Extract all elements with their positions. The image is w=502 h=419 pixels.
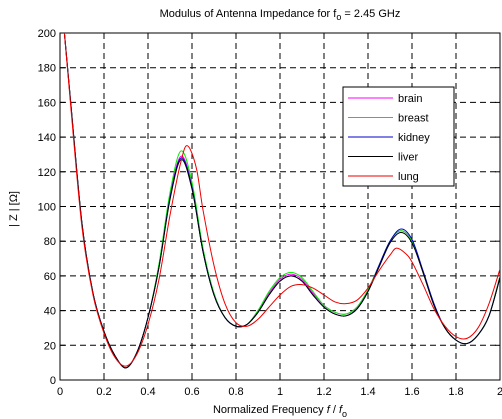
series-lines xyxy=(63,33,500,369)
legend-label-lung: lung xyxy=(398,171,419,183)
legend-label-kidney: kidney xyxy=(398,132,430,144)
axis-ticks: 0 0.2 0.4 0.6 0.8 1 1.2 1.4 1.6 1.8 20204060801001… xyxy=(38,28,502,398)
y-tick-label: 0 xyxy=(50,375,56,387)
y-tick-label: 20 xyxy=(44,340,56,352)
series-line-liver xyxy=(63,33,500,369)
x-tick-label: 1 xyxy=(277,386,283,398)
legend-label-brain: brain xyxy=(398,93,422,105)
y-tick-label: 200 xyxy=(38,28,56,40)
y-tick-label: 60 xyxy=(44,271,56,283)
x-tick-label: 0.2 xyxy=(96,386,111,398)
y-tick-label: 140 xyxy=(38,132,56,144)
legend: brain breast kidney liver lung xyxy=(342,86,455,187)
x-tick-label: 0.8 xyxy=(228,386,243,398)
x-axis-label: Normalized Frequency f / fo xyxy=(213,404,347,419)
grid xyxy=(60,33,500,380)
x-tick-label: 1.6 xyxy=(404,386,419,398)
x-tick-label: 0.4 xyxy=(140,386,155,398)
x-tick-label: 1.4 xyxy=(360,386,375,398)
y-tick-label: 40 xyxy=(44,306,56,318)
y-tick-label: 160 xyxy=(38,97,56,109)
legend-label-breast: breast xyxy=(398,113,429,125)
y-tick-label: 80 xyxy=(44,236,56,248)
x-tick-label: 1.8 xyxy=(448,386,463,398)
y-tick-label: 180 xyxy=(38,63,56,75)
y-axis-label: | Z | [Ω] xyxy=(8,191,20,227)
y-tick-label: 120 xyxy=(38,167,56,179)
x-tick-label: 1.2 xyxy=(316,386,331,398)
series-line-lung xyxy=(63,33,500,367)
y-tick-label: 100 xyxy=(38,202,56,214)
x-tick-label: 2 xyxy=(497,386,502,398)
legend-label-liver: liver xyxy=(398,152,419,164)
x-tick-label: 0.6 xyxy=(184,386,199,398)
chart-title: Modulus of Antenna Impedance for fo = 2.… xyxy=(160,8,401,22)
x-tick-label: 0 xyxy=(57,386,63,398)
